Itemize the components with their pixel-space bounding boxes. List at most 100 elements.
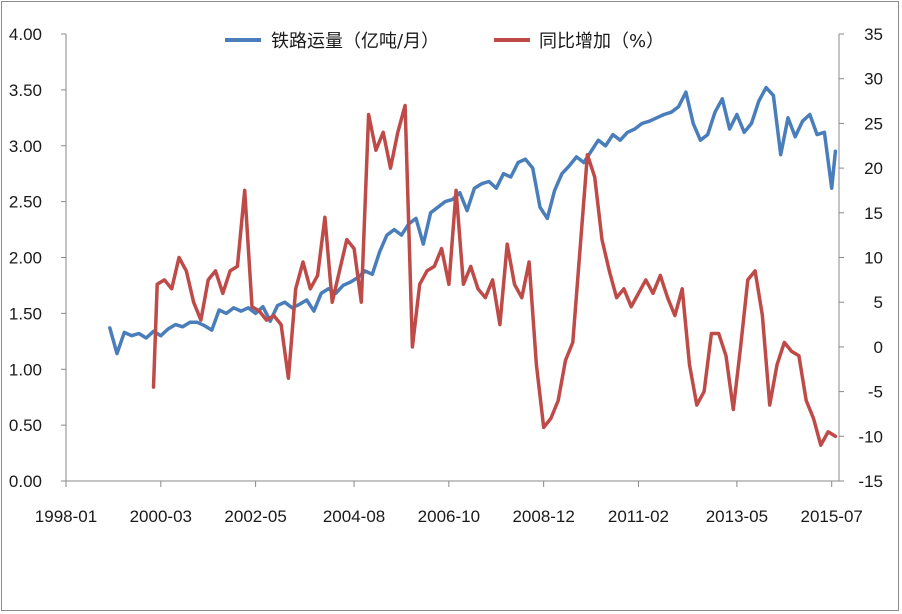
y-left-tick-label: 3.50	[9, 81, 42, 100]
series-2-point	[243, 189, 247, 192]
series-2-point	[316, 274, 319, 277]
series-1-point	[232, 306, 236, 310]
y-left-tick-label: 2.50	[9, 193, 42, 212]
series-1-point	[502, 172, 505, 176]
series-2-point	[184, 269, 188, 273]
series-2-point	[308, 287, 312, 291]
x-tick-label: 2013-05	[706, 507, 768, 526]
y-right-tick-label: -15	[858, 472, 883, 491]
series-2-point	[535, 363, 538, 367]
series-1-point	[728, 127, 731, 131]
series-1-point	[626, 130, 629, 134]
series-1-point	[494, 186, 498, 190]
series-1-point	[545, 217, 549, 220]
series-2-point	[170, 287, 174, 291]
series-1-point	[524, 157, 527, 161]
series-2-point	[622, 287, 626, 291]
series-2-point	[498, 323, 502, 326]
series-1-point	[166, 327, 170, 331]
series-2-point	[250, 305, 254, 309]
series-2-point	[323, 215, 327, 219]
series-1-point	[239, 309, 243, 313]
series-2-point	[374, 148, 378, 152]
series-1-point	[779, 153, 783, 157]
series-1-point	[757, 99, 761, 103]
series-1-point	[349, 280, 352, 284]
series-1-point	[640, 122, 644, 125]
series-1-point	[363, 269, 367, 273]
series-2-point	[542, 426, 546, 429]
series-2-point	[257, 309, 261, 313]
y-right-tick-label: 10	[864, 249, 883, 268]
series-2-point	[396, 130, 400, 134]
series-2-point	[359, 300, 363, 304]
series-1-point	[720, 97, 724, 101]
series-2-point	[717, 332, 721, 335]
y-right-tick-label: 20	[864, 159, 883, 178]
series-1-point	[735, 113, 739, 116]
series-2-point	[381, 130, 385, 134]
series-1-point	[713, 110, 717, 114]
series-2-point	[236, 265, 239, 268]
series-1-point	[108, 326, 112, 330]
series-2-point	[483, 296, 487, 300]
series-1-point	[633, 127, 637, 131]
series-2-point	[491, 278, 494, 282]
series-2-point	[739, 345, 742, 349]
x-tick-label: 2004-08	[323, 507, 385, 526]
x-tick-label: 2002-05	[224, 507, 286, 526]
series-2-point	[586, 153, 589, 157]
x-tick-label: 1998-01	[35, 507, 97, 526]
series-1-point	[699, 138, 702, 142]
series-1-point	[137, 332, 141, 335]
series-2-point	[615, 296, 618, 300]
series-1-point	[254, 312, 257, 315]
y-left-tick-label: 2.00	[9, 249, 42, 268]
series-1-point	[458, 191, 462, 195]
series-1-point	[443, 200, 447, 204]
series-1-point	[560, 172, 564, 176]
series-1-point	[217, 308, 221, 312]
series-1-point	[480, 182, 484, 186]
series-1-point	[246, 306, 250, 310]
series-2-point	[819, 443, 823, 447]
series-2-point	[367, 113, 370, 116]
series-2-point	[658, 274, 662, 277]
series-2-point	[782, 341, 786, 344]
series-1-point	[677, 105, 680, 108]
series-1-point	[414, 217, 418, 220]
series-2-point	[549, 417, 553, 420]
series-1-point	[531, 166, 535, 170]
series-2-point	[651, 291, 655, 295]
series-1-point	[509, 175, 513, 179]
series-2-point	[637, 291, 640, 295]
series-1-point	[830, 186, 834, 190]
series-2-point	[790, 350, 793, 353]
series-2-point	[294, 287, 298, 291]
series-1-point	[188, 320, 192, 324]
series-2-point	[797, 354, 801, 358]
y-left-tick-label: 0.00	[9, 472, 42, 491]
series-1-point	[130, 334, 134, 338]
series-1-point	[596, 138, 600, 142]
series-1-point	[203, 324, 207, 328]
series-2-point	[520, 296, 524, 300]
series-2-point	[527, 260, 531, 264]
y-right-tick-label: 30	[864, 70, 883, 89]
series-1-point	[575, 155, 578, 159]
legend-label-2: 同比增加（%）	[539, 31, 664, 52]
series-2-point	[768, 403, 772, 407]
series-1-point	[691, 122, 695, 125]
series-2-point	[425, 269, 429, 273]
series-2-point	[702, 390, 706, 393]
legend: 铁路运量（亿吨/月） 同比增加（%）	[225, 31, 664, 52]
y-left-tick-label: 1.00	[9, 360, 42, 379]
series-1-point	[834, 149, 837, 153]
series-1-point	[378, 250, 381, 254]
series-1-point	[742, 130, 746, 134]
series-2-point	[152, 385, 155, 389]
series-1-point	[582, 161, 586, 164]
series-2-point	[287, 376, 290, 380]
series-2-point	[505, 242, 509, 246]
y-left-tick-label: 0.50	[9, 416, 42, 435]
